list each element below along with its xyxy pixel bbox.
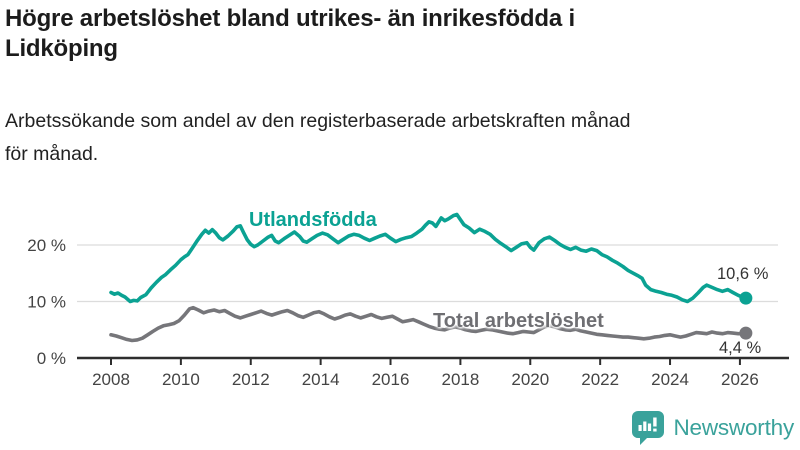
svg-text:2014: 2014 — [302, 370, 340, 389]
svg-text:2020: 2020 — [511, 370, 549, 389]
svg-text:10 %: 10 % — [27, 293, 66, 312]
newsworthy-speech-bubble-bar-chart-icon — [631, 410, 665, 446]
svg-text:2024: 2024 — [651, 370, 689, 389]
page-subtitle: Arbetssökande som andel av den registerb… — [5, 110, 631, 165]
svg-text:2016: 2016 — [372, 370, 410, 389]
page-title: Högre arbetslöshet bland utrikes- än inr… — [5, 5, 575, 62]
series-label-utlandsfodda: Utlandsfödda — [249, 209, 377, 231]
svg-text:20 %: 20 % — [27, 236, 66, 255]
line-chart: 2008 2010 2012 2014 2016 2018 2020 2022 2024 2026… — [0, 185, 800, 410]
end-value-label-utlandsfodda: 10,6 % — [717, 265, 769, 283]
svg-text:0 %: 0 % — [37, 349, 66, 368]
svg-text:2026: 2026 — [721, 370, 759, 389]
end-value-label-total: 4,4 % — [719, 339, 762, 357]
svg-text:2010: 2010 — [162, 370, 200, 389]
svg-text:2022: 2022 — [581, 370, 619, 389]
newsworthy-logo-link[interactable]: Newsworthy — [631, 409, 794, 447]
svg-text:2008: 2008 — [92, 370, 130, 389]
svg-text:2018: 2018 — [441, 370, 479, 389]
svg-text:2012: 2012 — [232, 370, 270, 389]
newsworthy-logo-text: Newsworthy — [673, 415, 794, 440]
chart-svg: 2008 2010 2012 2014 2016 2018 2020 2022 2024 2026… — [27, 212, 789, 389]
series-label-total-arbetsloshet: Total arbetslöshet — [433, 310, 604, 332]
